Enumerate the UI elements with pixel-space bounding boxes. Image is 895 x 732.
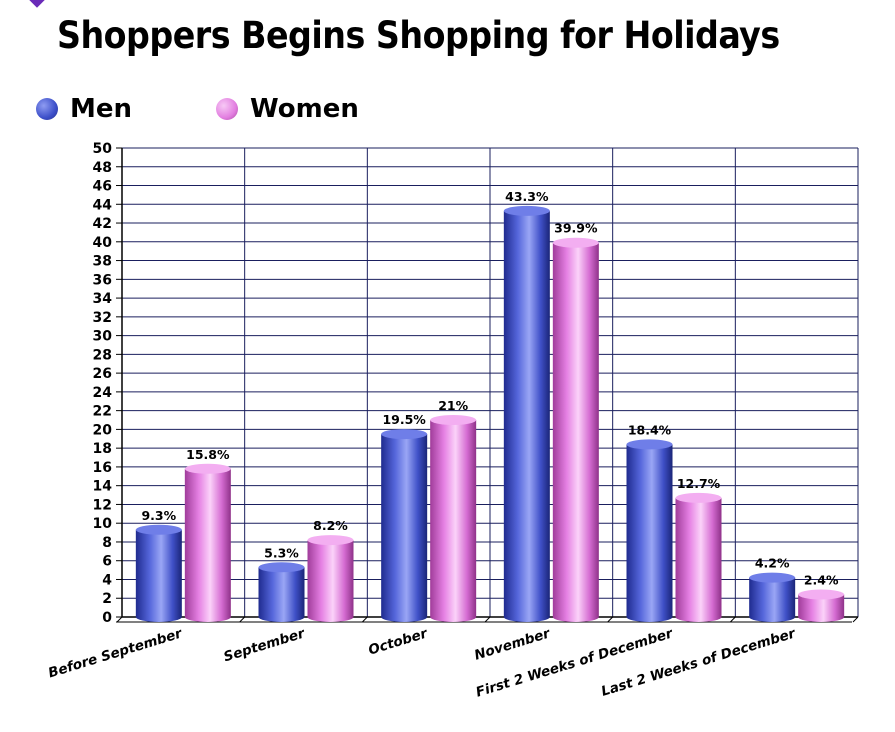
bar-men-2 <box>381 434 428 622</box>
y-tick-label: 0 <box>102 610 112 626</box>
bar-men-1 <box>258 567 305 622</box>
y-tick-label: 22 <box>93 404 112 420</box>
category-label: November <box>472 625 553 664</box>
axes: 0246810121416182022242628303234363840424… <box>93 141 859 626</box>
bar-men-4 <box>626 444 673 622</box>
bar-men-5 <box>749 577 796 622</box>
legend-swatch-men <box>36 98 58 120</box>
bar-women-3 <box>552 242 599 622</box>
y-tick-label: 28 <box>93 347 112 363</box>
y-tick-label: 44 <box>93 197 113 213</box>
y-tick-label: 36 <box>93 272 112 288</box>
bar-top-men-4 <box>626 439 673 450</box>
category-label: Before September <box>46 625 185 681</box>
x-tick <box>607 616 614 623</box>
data-label-women-5: 2.4% <box>804 572 839 587</box>
bars <box>135 205 845 622</box>
category-label: First 2 Weeks of December <box>474 625 676 701</box>
data-label-men-3: 43.3% <box>505 189 549 204</box>
bar-women-1 <box>307 540 354 622</box>
data-label-women-2: 21% <box>438 398 468 413</box>
bar-top-women-3 <box>552 237 599 248</box>
bar-women-5 <box>798 594 845 622</box>
y-tick-label: 6 <box>102 554 112 570</box>
x-tick <box>852 616 859 623</box>
bar-top-men-0 <box>135 524 182 535</box>
y-tick-label: 46 <box>93 179 112 195</box>
x-tick <box>484 616 491 623</box>
category-label: Last 2 Weeks of December <box>599 625 798 700</box>
bar-women-4 <box>675 497 722 622</box>
data-label-women-0: 15.8% <box>186 447 230 462</box>
data-label-men-2: 19.5% <box>382 412 426 427</box>
category-labels: Before September September October November… <box>46 625 798 701</box>
y-tick-label: 38 <box>93 254 112 270</box>
y-tick-label: 48 <box>93 160 112 176</box>
bar-top-women-2 <box>430 415 477 426</box>
data-label-men-4: 18.4% <box>628 422 672 437</box>
y-tick-label: 40 <box>93 235 113 251</box>
y-tick-label: 30 <box>93 329 113 345</box>
bar-top-women-1 <box>307 535 354 546</box>
y-tick-label: 42 <box>93 216 112 232</box>
data-label-women-1: 8.2% <box>313 518 348 533</box>
y-tick-label: 14 <box>93 479 113 495</box>
y-tick-label: 16 <box>93 460 112 476</box>
bar-women-2 <box>430 420 477 622</box>
y-tick-label: 24 <box>93 385 113 401</box>
chart-title: Shoppers Begins Shopping for Holidays <box>57 14 780 57</box>
bar-top-women-0 <box>184 463 231 474</box>
x-tick <box>239 616 246 623</box>
y-tick-label: 20 <box>93 422 113 438</box>
bar-top-women-5 <box>798 589 845 600</box>
bar-top-men-5 <box>749 572 796 583</box>
bar-top-men-1 <box>258 562 305 573</box>
bar-top-men-3 <box>503 205 550 216</box>
category-label: September <box>222 625 308 665</box>
data-label-women-3: 39.9% <box>554 221 598 236</box>
y-tick-label: 50 <box>93 141 113 157</box>
category-label: October <box>366 625 430 658</box>
x-tick <box>361 616 368 623</box>
data-labels: 9.3% 15.8% 5.3% 8.2% 19.5% 21% 43.3% 39.9% 18.4%… <box>141 189 838 588</box>
legend-swatch-women <box>216 98 238 120</box>
legend-label-men: Men <box>70 94 133 124</box>
bar-top-women-4 <box>675 492 722 503</box>
y-tick-label: 18 <box>93 441 112 457</box>
y-tick-label: 32 <box>93 310 112 326</box>
y-tick-label: 10 <box>93 516 113 532</box>
data-label-men-5: 4.2% <box>755 556 790 571</box>
bar-men-3 <box>503 210 550 622</box>
y-tick-label: 34 <box>93 291 113 307</box>
bar-top-men-2 <box>381 429 428 440</box>
data-label-men-1: 5.3% <box>264 545 299 560</box>
x-tick <box>116 616 123 623</box>
data-label-men-0: 9.3% <box>141 508 176 523</box>
y-tick-label: 26 <box>93 366 112 382</box>
legend-label-women: Women <box>250 94 359 124</box>
bar-women-0 <box>184 468 231 622</box>
y-tick-label: 12 <box>93 497 112 513</box>
data-label-women-4: 12.7% <box>677 476 721 491</box>
x-tick <box>729 616 736 623</box>
y-tick-label: 2 <box>102 591 112 607</box>
y-tick-label: 4 <box>102 572 112 588</box>
grid <box>121 147 859 618</box>
y-tick-label: 8 <box>102 535 112 551</box>
bar-men-0 <box>135 529 182 622</box>
